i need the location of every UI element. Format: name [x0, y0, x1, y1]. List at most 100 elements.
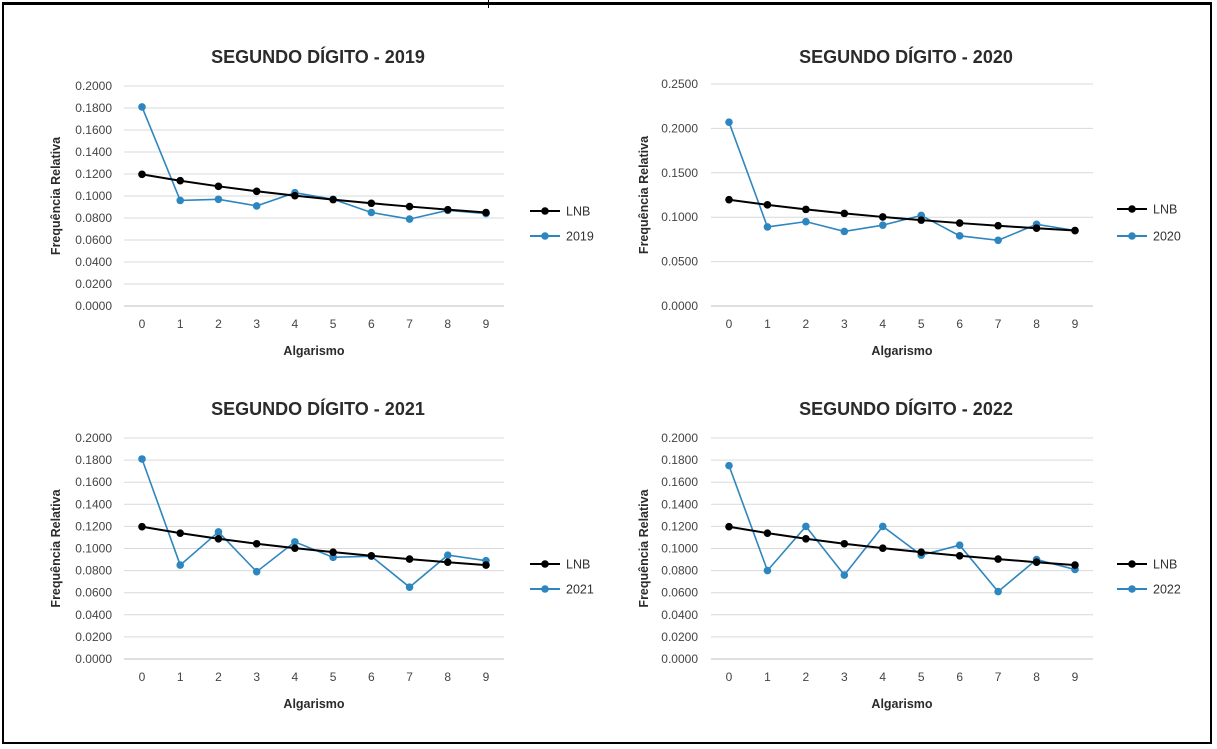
data-point-lnb [405, 202, 414, 211]
y-axis-label: Frequência Relativa [49, 488, 63, 607]
y-axis-label: Frequência Relativa [49, 136, 63, 255]
legend-swatch-marker [1128, 232, 1136, 240]
data-point-lnb [252, 539, 261, 548]
data-point-lnb [763, 201, 772, 209]
data-point-lnb [994, 221, 1002, 230]
y-tick-label: 0.1200 [75, 519, 112, 533]
x-axis-label: Algarismo [283, 697, 344, 711]
data-point-year [802, 217, 810, 226]
x-tick-label: 6 [956, 670, 963, 684]
y-tick-label: 0.1000 [661, 542, 698, 556]
data-point-lnb [994, 555, 1002, 563]
data-point-lnb [329, 195, 337, 204]
data-point-lnb [878, 544, 887, 552]
data-point-lnb [840, 209, 849, 218]
chart-title: SEGUNDO DÍGITO - 2021 [211, 398, 425, 419]
data-point-lnb [802, 534, 810, 543]
legend-label: 2020 [1153, 230, 1181, 244]
y-tick-label: 0.0600 [75, 586, 112, 600]
x-tick-label: 8 [444, 317, 451, 331]
data-point-year [405, 583, 414, 591]
x-tick-label: 5 [918, 670, 925, 684]
y-tick-label: 0.1800 [75, 101, 112, 115]
data-point-lnb [955, 219, 964, 227]
x-tick-label: 2 [215, 317, 222, 331]
data-point-year [994, 587, 1002, 596]
data-point-lnb [1071, 226, 1079, 235]
data-point-lnb [138, 522, 146, 531]
data-point-lnb [214, 182, 223, 191]
top-divider [488, 0, 489, 8]
x-tick-label: 5 [330, 317, 337, 331]
data-point-lnb [763, 529, 772, 537]
y-tick-label: 0.1600 [75, 475, 112, 489]
data-point-lnb [138, 170, 146, 179]
x-tick-label: 7 [995, 670, 1002, 684]
x-tick-label: 0 [726, 317, 733, 331]
legend-swatch-marker [1128, 560, 1136, 568]
y-tick-label: 0.0200 [75, 277, 112, 291]
x-tick-label: 3 [253, 317, 260, 331]
series-line-lnb [141, 525, 487, 567]
x-tick-label: 2 [215, 670, 222, 684]
data-point-year [994, 236, 1002, 245]
data-point-year [763, 223, 772, 231]
y-tick-label: 0.1600 [75, 123, 112, 137]
y-tick-label: 0.0500 [661, 255, 698, 269]
y-tick-label: 0.0400 [75, 255, 112, 269]
data-point-lnb [1032, 558, 1041, 567]
data-point-year [763, 566, 772, 575]
data-point-year [329, 553, 337, 562]
legend-swatch-marker [541, 560, 549, 568]
chart-3: SEGUNDO DÍGITO - 2022 0.0000 0.0200 0.0400 0… [637, 398, 1181, 711]
y-tick-label: 0.0000 [75, 299, 112, 313]
x-tick-label: 9 [1072, 670, 1079, 684]
data-point-year [138, 103, 146, 111]
x-tick-label: 6 [368, 317, 375, 331]
data-point-year [840, 227, 849, 236]
x-tick-label: 7 [406, 317, 413, 331]
y-tick-label: 0.0800 [75, 211, 112, 225]
legend-swatch-marker [541, 232, 549, 240]
y-tick-label: 0.1600 [661, 475, 698, 489]
data-point-lnb [802, 205, 810, 214]
data-point-year [405, 215, 414, 223]
y-tick-label: 0.0000 [75, 652, 112, 666]
x-tick-label: 5 [330, 670, 337, 684]
y-tick-label: 0.1400 [661, 497, 698, 511]
x-tick-label: 3 [253, 670, 260, 684]
chart-title: SEGUNDO DÍGITO - 2022 [799, 398, 1013, 419]
x-tick-label: 7 [995, 317, 1002, 331]
data-point-lnb [329, 548, 337, 556]
data-point-year [443, 551, 452, 559]
y-tick-label: 0.2000 [661, 121, 698, 135]
y-tick-label: 0.0000 [661, 652, 698, 666]
y-tick-label: 0.1400 [75, 497, 112, 511]
series-line-lnb [728, 198, 1076, 232]
data-point-year [138, 455, 146, 463]
legend-swatch-marker [1128, 205, 1136, 213]
data-point-year [252, 567, 261, 576]
data-point-year [367, 208, 376, 217]
series-line-lnb [141, 173, 487, 214]
data-point-lnb [917, 548, 926, 556]
legend-label: LNB [566, 205, 590, 219]
data-point-lnb [878, 213, 887, 221]
data-point-lnb [1032, 224, 1041, 233]
y-tick-label: 0.0800 [75, 564, 112, 578]
data-point-lnb [405, 555, 414, 563]
data-point-lnb [443, 205, 452, 214]
x-tick-label: 3 [841, 317, 848, 331]
y-tick-label: 0.1000 [661, 210, 698, 224]
data-point-year [214, 195, 223, 204]
legend-swatch-marker [1128, 585, 1136, 593]
data-point-lnb [917, 216, 926, 224]
x-tick-label: 7 [406, 670, 413, 684]
data-point-year [955, 541, 964, 549]
legend-label: 2019 [566, 230, 594, 244]
x-tick-label: 6 [368, 670, 375, 684]
x-tick-label: 0 [726, 670, 733, 684]
y-tick-label: 0.2000 [75, 79, 112, 93]
data-point-lnb [176, 176, 185, 185]
x-tick-label: 1 [764, 317, 771, 331]
